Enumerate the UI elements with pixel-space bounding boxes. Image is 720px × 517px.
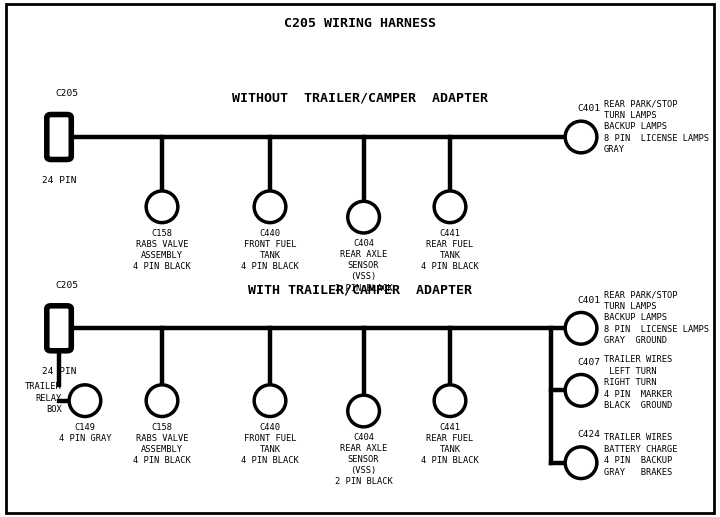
Text: WITH TRAILER/CAMPER  ADAPTER: WITH TRAILER/CAMPER ADAPTER — [248, 283, 472, 296]
Text: C401: C401 — [577, 296, 600, 305]
Text: C205: C205 — [55, 281, 78, 290]
FancyBboxPatch shape — [47, 306, 71, 351]
Text: C149
4 PIN GRAY: C149 4 PIN GRAY — [59, 423, 111, 443]
Text: TRAILER
RELAY
BOX: TRAILER RELAY BOX — [25, 383, 62, 414]
Text: C440
FRONT FUEL
TANK
4 PIN BLACK: C440 FRONT FUEL TANK 4 PIN BLACK — [241, 229, 299, 271]
Text: C440
FRONT FUEL
TANK
4 PIN BLACK: C440 FRONT FUEL TANK 4 PIN BLACK — [241, 423, 299, 465]
Text: C158
RABS VALVE
ASSEMBLY
4 PIN BLACK: C158 RABS VALVE ASSEMBLY 4 PIN BLACK — [133, 423, 191, 465]
Text: REAR PARK/STOP
TURN LAMPS
BACKUP LAMPS
8 PIN  LICENSE LAMPS
GRAY: REAR PARK/STOP TURN LAMPS BACKUP LAMPS 8… — [604, 99, 709, 154]
Ellipse shape — [565, 447, 597, 479]
Text: TRAILER WIRES
 LEFT TURN
RIGHT TURN
4 PIN  MARKER
BLACK  GROUND: TRAILER WIRES LEFT TURN RIGHT TURN 4 PIN… — [604, 355, 672, 410]
Ellipse shape — [69, 385, 101, 417]
Ellipse shape — [254, 385, 286, 417]
Text: C158
RABS VALVE
ASSEMBLY
4 PIN BLACK: C158 RABS VALVE ASSEMBLY 4 PIN BLACK — [133, 229, 191, 271]
Ellipse shape — [565, 374, 597, 406]
Text: 24 PIN: 24 PIN — [42, 176, 76, 185]
Ellipse shape — [565, 121, 597, 153]
Text: REAR PARK/STOP
TURN LAMPS
BACKUP LAMPS
8 PIN  LICENSE LAMPS
GRAY  GROUND: REAR PARK/STOP TURN LAMPS BACKUP LAMPS 8… — [604, 291, 709, 345]
Ellipse shape — [565, 312, 597, 344]
Text: C401: C401 — [577, 104, 600, 113]
Text: C205: C205 — [55, 89, 78, 98]
FancyBboxPatch shape — [47, 115, 71, 159]
Ellipse shape — [348, 395, 379, 427]
Ellipse shape — [434, 191, 466, 223]
Text: C205 WIRING HARNESS: C205 WIRING HARNESS — [284, 17, 436, 30]
Text: C404
REAR AXLE
SENSOR
(VSS)
2 PIN BLACK: C404 REAR AXLE SENSOR (VSS) 2 PIN BLACK — [335, 239, 392, 293]
Ellipse shape — [348, 201, 379, 233]
Text: C441
REAR FUEL
TANK
4 PIN BLACK: C441 REAR FUEL TANK 4 PIN BLACK — [421, 229, 479, 271]
Ellipse shape — [146, 191, 178, 223]
Text: 24 PIN: 24 PIN — [42, 367, 76, 376]
Text: WITHOUT  TRAILER/CAMPER  ADAPTER: WITHOUT TRAILER/CAMPER ADAPTER — [232, 92, 488, 105]
Ellipse shape — [434, 385, 466, 417]
Text: C441
REAR FUEL
TANK
4 PIN BLACK: C441 REAR FUEL TANK 4 PIN BLACK — [421, 423, 479, 465]
Text: C424: C424 — [577, 430, 600, 439]
Text: TRAILER WIRES
BATTERY CHARGE
4 PIN  BACKUP
GRAY   BRAKES: TRAILER WIRES BATTERY CHARGE 4 PIN BACKU… — [604, 433, 678, 477]
Text: C407: C407 — [577, 358, 600, 367]
Text: C404
REAR AXLE
SENSOR
(VSS)
2 PIN BLACK: C404 REAR AXLE SENSOR (VSS) 2 PIN BLACK — [335, 433, 392, 486]
Ellipse shape — [146, 385, 178, 417]
Ellipse shape — [254, 191, 286, 223]
